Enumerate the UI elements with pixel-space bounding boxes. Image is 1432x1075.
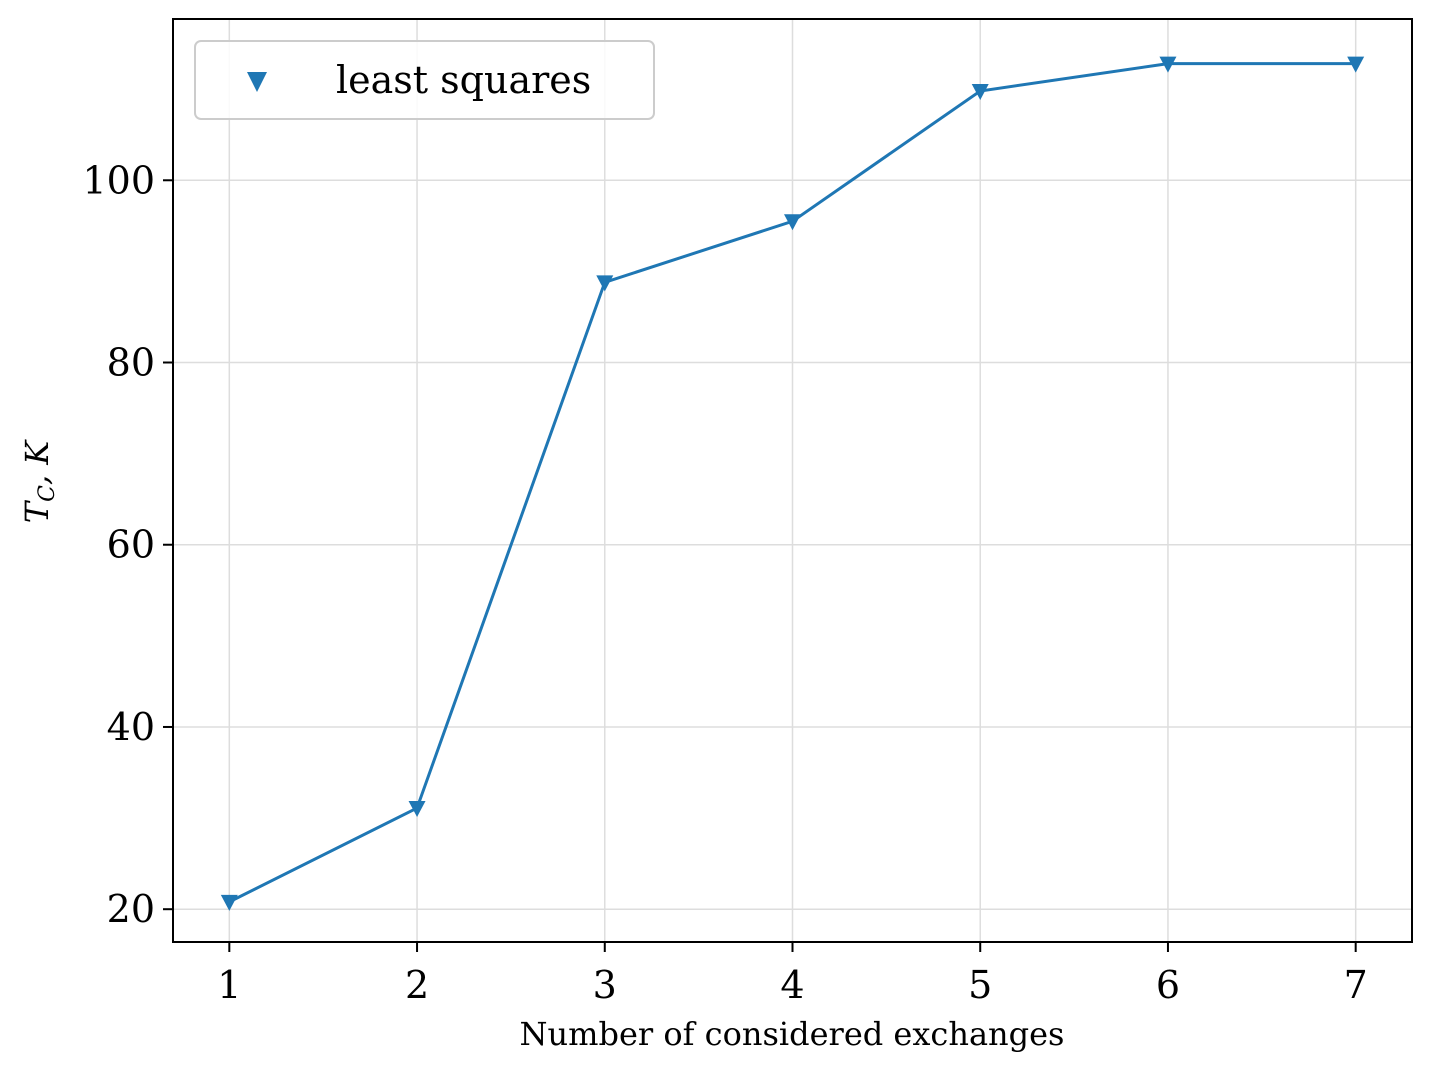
- grid: [173, 19, 1412, 942]
- x-ticks: 1 2 3 4 5 6 7: [217, 942, 1368, 1007]
- legend-label: least squares: [336, 58, 591, 102]
- x-axis-title: Number of considered exchanges: [520, 1015, 1065, 1053]
- legend-marker-triangle-icon: [247, 72, 267, 92]
- data-point-marker: [1347, 56, 1365, 73]
- data-point-marker: [971, 83, 989, 100]
- data-point-marker: [1159, 56, 1177, 73]
- x-tick-label: 1: [217, 963, 241, 1007]
- data-point-marker: [596, 275, 614, 292]
- x-tick-label: 3: [593, 963, 617, 1007]
- data-point-marker: [784, 214, 801, 231]
- x-tick-label: 6: [1156, 963, 1180, 1007]
- data-point-marker: [220, 894, 238, 911]
- legend-box: [194, 40, 655, 120]
- y-tick-label: 60: [107, 523, 155, 567]
- x-tick-label: 4: [780, 963, 804, 1007]
- y-axis-title-sub: C: [35, 485, 60, 502]
- x-tick-label: 5: [968, 963, 992, 1007]
- y-ticks: 20 40 60 80 100: [82, 158, 173, 931]
- y-axis-title-tail: , K: [18, 439, 56, 485]
- x-tick-label: 2: [405, 963, 429, 1007]
- data-point-marker: [408, 801, 426, 818]
- x-tick-label: 7: [1344, 963, 1368, 1007]
- y-axis-title: TC, K: [18, 439, 60, 524]
- y-tick-label: 100: [82, 158, 155, 202]
- y-tick-label: 40: [107, 705, 155, 749]
- y-tick-label: 20: [107, 887, 155, 931]
- y-axis-title-main: T: [18, 499, 56, 523]
- legend: least squares: [194, 40, 655, 120]
- y-tick-label: 80: [107, 341, 155, 385]
- series-layer: [220, 56, 1365, 911]
